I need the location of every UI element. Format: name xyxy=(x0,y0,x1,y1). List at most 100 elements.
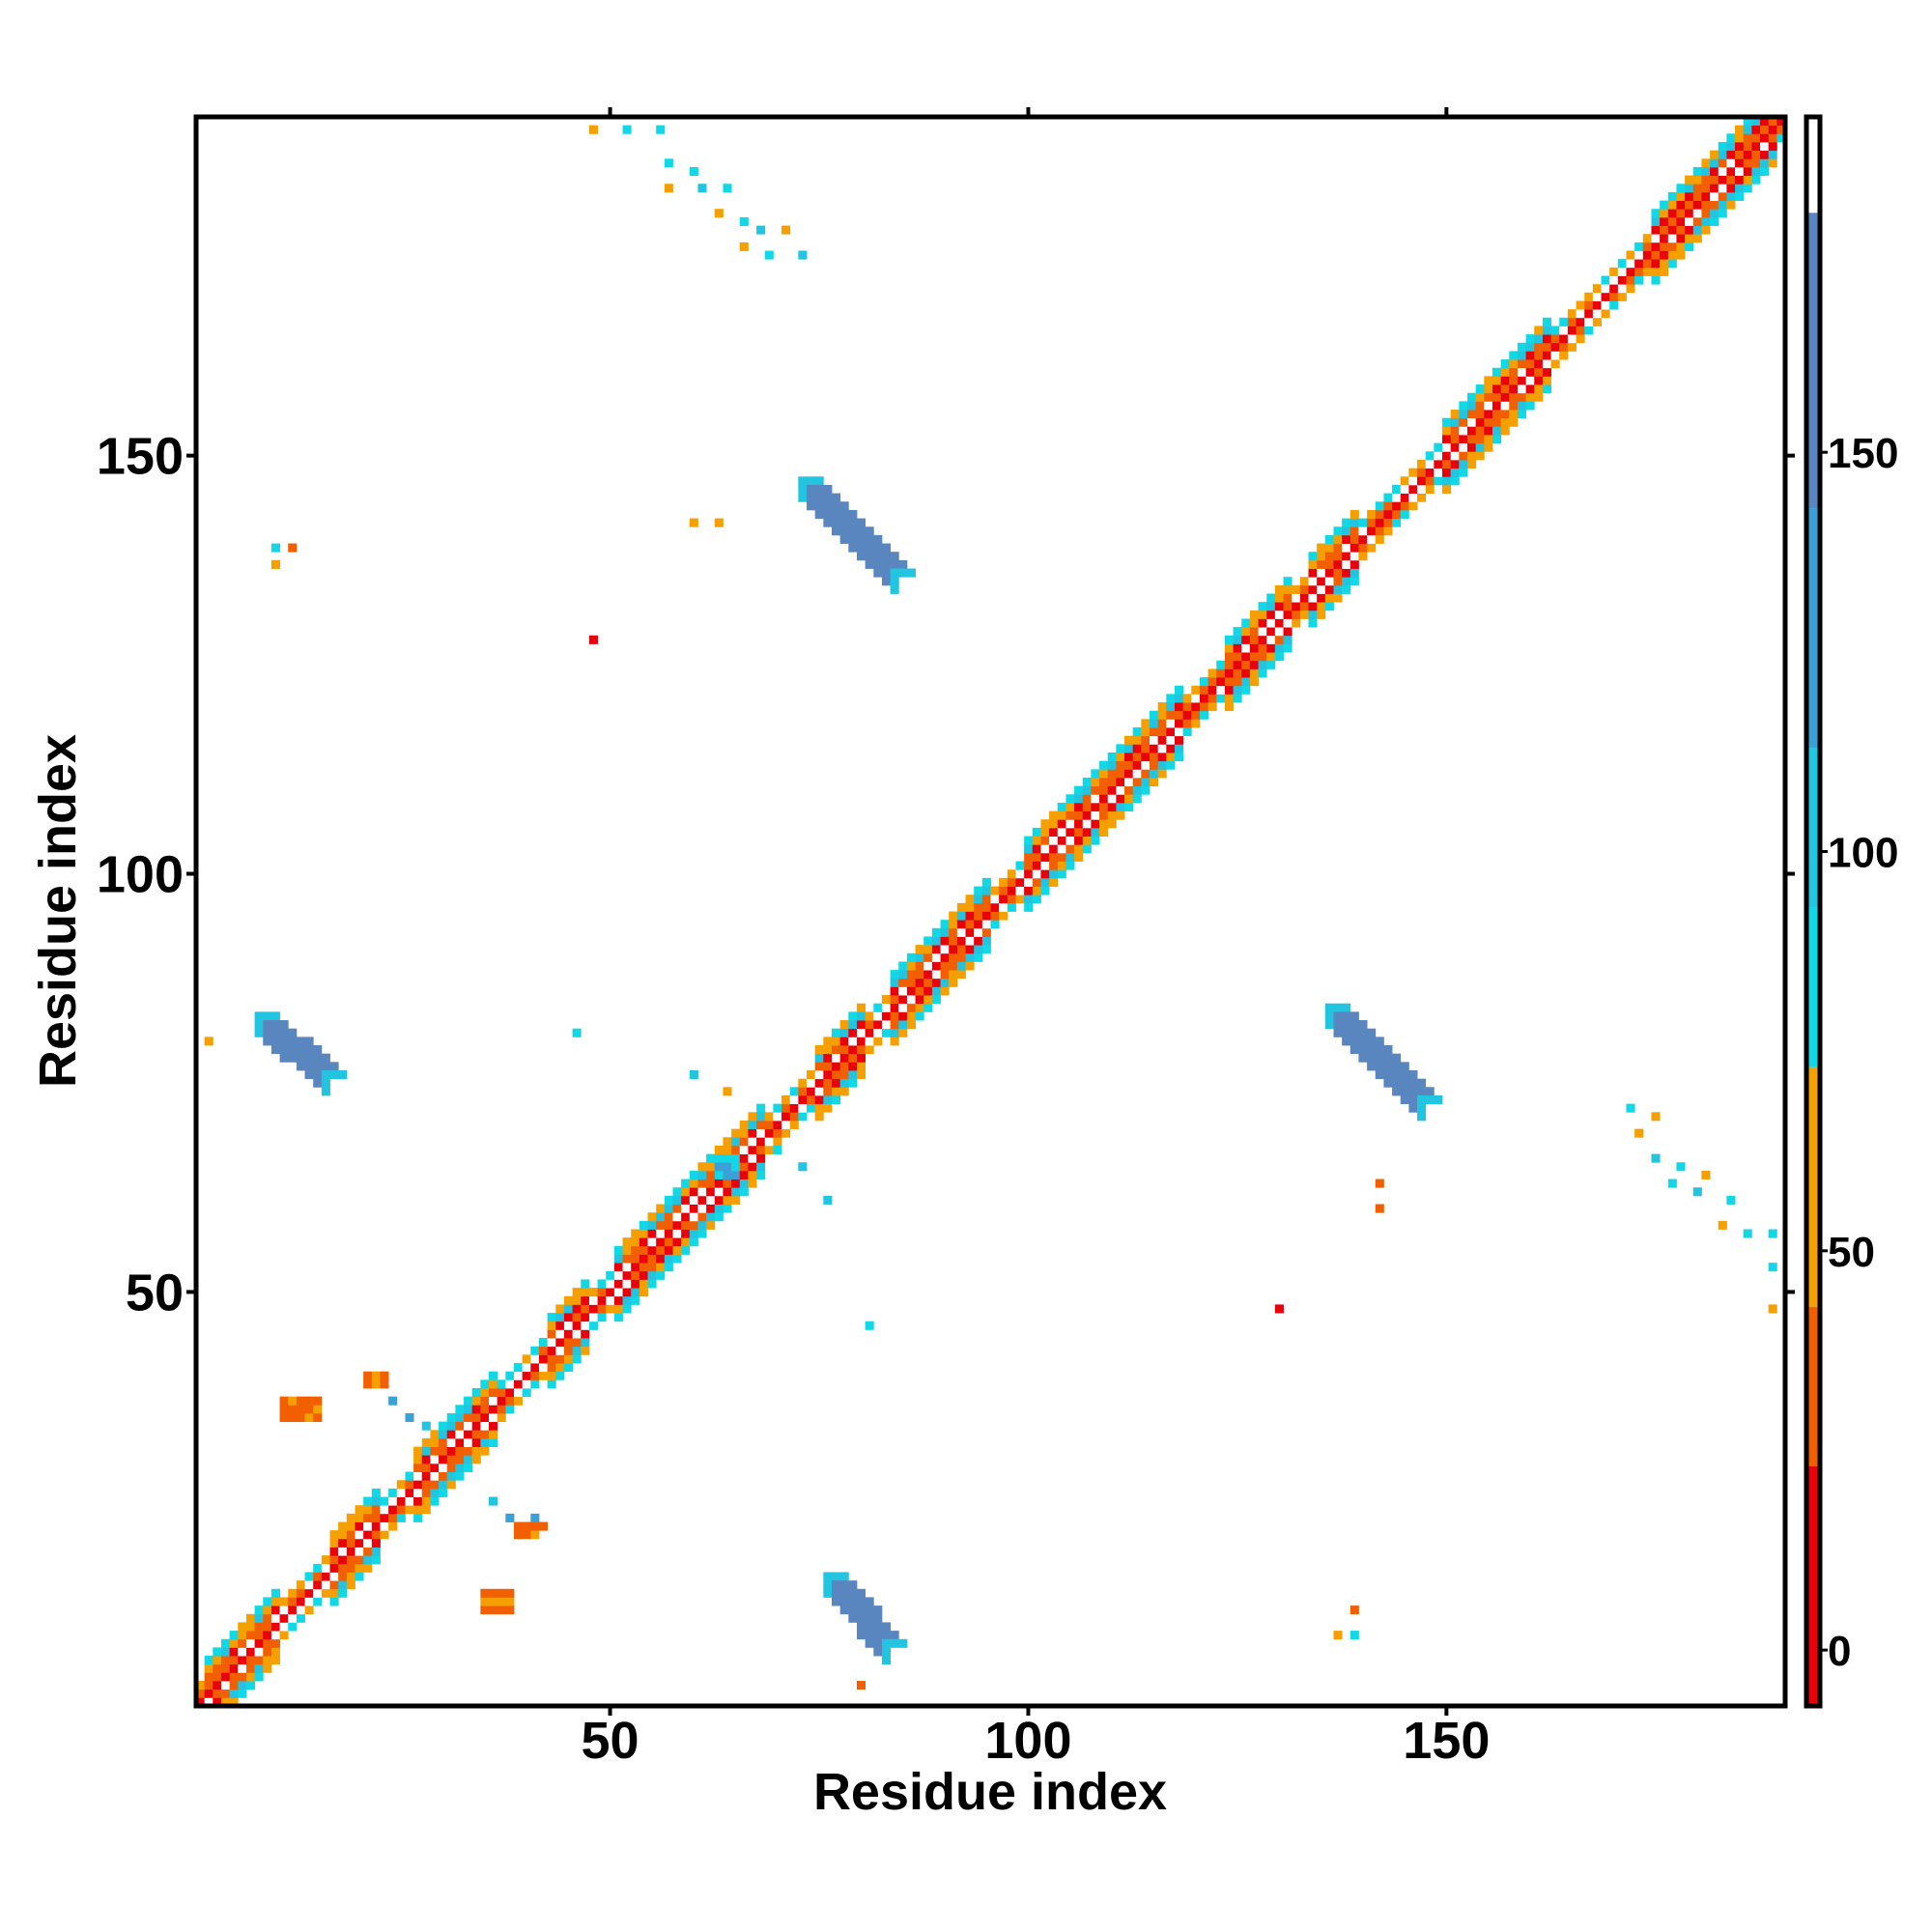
heatmap-cell xyxy=(1651,250,1661,260)
heatmap-cell xyxy=(697,1187,707,1197)
heatmap-cell xyxy=(355,1547,364,1556)
heatmap-cell xyxy=(856,1681,867,1690)
heatmap-cell xyxy=(514,1371,524,1380)
heatmap-cell xyxy=(238,1663,247,1673)
heatmap-cell xyxy=(723,1195,732,1205)
heatmap-cell xyxy=(773,1112,782,1122)
heatmap-cell xyxy=(296,1588,305,1598)
heatmap-cell xyxy=(421,1488,431,1497)
heatmap-cell xyxy=(981,936,991,946)
heatmap-cell xyxy=(1350,1028,1359,1037)
heatmap-cell xyxy=(396,1480,406,1490)
heatmap-cell xyxy=(1249,610,1259,619)
heatmap-cell xyxy=(1049,869,1059,879)
heatmap-cell xyxy=(329,1062,339,1071)
heatmap-cell xyxy=(981,945,991,954)
heatmap-cell xyxy=(1768,1263,1777,1272)
heatmap-cell xyxy=(329,1588,339,1598)
heatmap-cell xyxy=(321,1580,330,1590)
heatmap-cell xyxy=(1308,618,1318,628)
heatmap-cell xyxy=(631,1254,640,1264)
heatmap-cell xyxy=(881,552,892,561)
heatmap-cell xyxy=(606,1304,615,1314)
heatmap-cell xyxy=(1534,359,1544,369)
heatmap-cell xyxy=(1099,827,1109,837)
heatmap-cell xyxy=(856,518,867,527)
heatmap-cell xyxy=(1091,827,1100,837)
heatmap-cell xyxy=(572,1028,582,1037)
heatmap-cell xyxy=(1274,1304,1284,1314)
heatmap-cell xyxy=(664,1212,673,1222)
heatmap-cell xyxy=(873,1631,883,1640)
heatmap-cell xyxy=(639,1270,648,1280)
heatmap-cell xyxy=(1099,802,1109,812)
heatmap-cell xyxy=(1342,1037,1351,1046)
heatmap-cell xyxy=(1049,844,1059,854)
heatmap-cell xyxy=(1150,719,1159,728)
heatmap-cell xyxy=(915,1003,924,1012)
heatmap-cell xyxy=(1408,1094,1418,1105)
heatmap-cell xyxy=(380,1521,389,1531)
heatmap-cell xyxy=(1450,410,1460,419)
heatmap-cell xyxy=(881,568,892,578)
heatmap-cell xyxy=(304,1588,314,1598)
heatmap-cell xyxy=(832,1053,841,1063)
heatmap-cell xyxy=(254,1638,264,1648)
heatmap-cell xyxy=(1141,719,1151,728)
heatmap-cell xyxy=(254,1028,264,1037)
heatmap-cell xyxy=(238,1672,247,1682)
heatmap-cell xyxy=(1266,635,1276,644)
heatmap-cell xyxy=(856,1011,867,1021)
heatmap-cell xyxy=(279,1405,289,1414)
heatmap-cell xyxy=(1065,810,1075,820)
heatmap-cell xyxy=(848,1011,858,1021)
heatmap-cell xyxy=(430,1471,440,1481)
heatmap-cell xyxy=(789,1094,799,1105)
heatmap-cell xyxy=(1124,794,1134,804)
heatmap-cell xyxy=(890,978,899,987)
heatmap-cell xyxy=(748,1179,757,1188)
heatmap-cell xyxy=(213,1689,222,1698)
heatmap-cell xyxy=(832,1094,841,1105)
heatmap-cell xyxy=(1651,1112,1661,1122)
heatmap-cell xyxy=(940,920,950,929)
heatmap-cell xyxy=(254,1613,264,1623)
heatmap-cell xyxy=(1484,401,1493,411)
heatmap-cell xyxy=(1751,166,1761,177)
heatmap-cell xyxy=(1492,435,1502,444)
heatmap-cell xyxy=(823,1195,833,1205)
heatmap-cell xyxy=(965,895,975,904)
heatmap-cell xyxy=(739,1187,749,1197)
heatmap-cell xyxy=(1233,677,1242,687)
heatmap-cell xyxy=(1685,216,1694,226)
heatmap-cell xyxy=(1099,769,1109,779)
heatmap-cell xyxy=(613,1279,623,1289)
heatmap-cell xyxy=(405,1505,414,1515)
heatmap-cell xyxy=(1442,417,1452,427)
heatmap-cell xyxy=(464,1412,473,1423)
heatmap-cell xyxy=(1308,552,1318,561)
heatmap-cell xyxy=(1241,618,1251,628)
heatmap-cell xyxy=(1082,844,1092,854)
heatmap-cell xyxy=(764,1112,774,1122)
heatmap-cell xyxy=(1274,643,1284,653)
heatmap-cell xyxy=(789,1103,799,1113)
heatmap-cell xyxy=(245,1672,256,1682)
heatmap-cell xyxy=(1150,753,1159,762)
heatmap-cell xyxy=(538,1346,549,1355)
heatmap-cell xyxy=(1350,552,1359,561)
heatmap-cell xyxy=(689,1204,698,1213)
heatmap-cell xyxy=(1718,200,1727,210)
heatmap-cell xyxy=(430,1480,440,1490)
heatmap-cell xyxy=(1743,184,1752,193)
heatmap-cell xyxy=(656,1204,666,1213)
heatmap-cell xyxy=(856,543,867,553)
heatmap-cell xyxy=(1651,216,1661,226)
heatmap-cell xyxy=(514,1396,524,1406)
heatmap-cell xyxy=(1751,117,1761,127)
heatmap-cell xyxy=(355,1572,364,1581)
heatmap-cell xyxy=(1015,877,1025,887)
heatmap-cell xyxy=(949,970,958,980)
heatmap-cell xyxy=(279,1037,289,1046)
heatmap-cell xyxy=(1651,267,1661,276)
